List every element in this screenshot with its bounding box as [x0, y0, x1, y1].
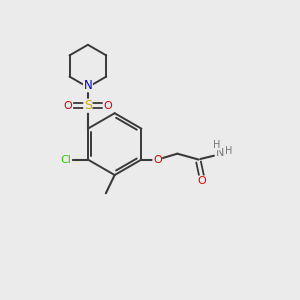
Text: O: O: [153, 154, 162, 165]
Text: N: N: [83, 79, 92, 92]
Text: H: H: [225, 146, 233, 156]
Text: O: O: [64, 101, 73, 111]
Text: O: O: [198, 176, 206, 186]
Text: O: O: [103, 101, 112, 111]
Text: N: N: [83, 79, 92, 92]
Text: N: N: [216, 148, 224, 158]
Text: H: H: [213, 140, 220, 150]
Text: Cl: Cl: [61, 154, 71, 165]
Text: S: S: [84, 99, 92, 112]
